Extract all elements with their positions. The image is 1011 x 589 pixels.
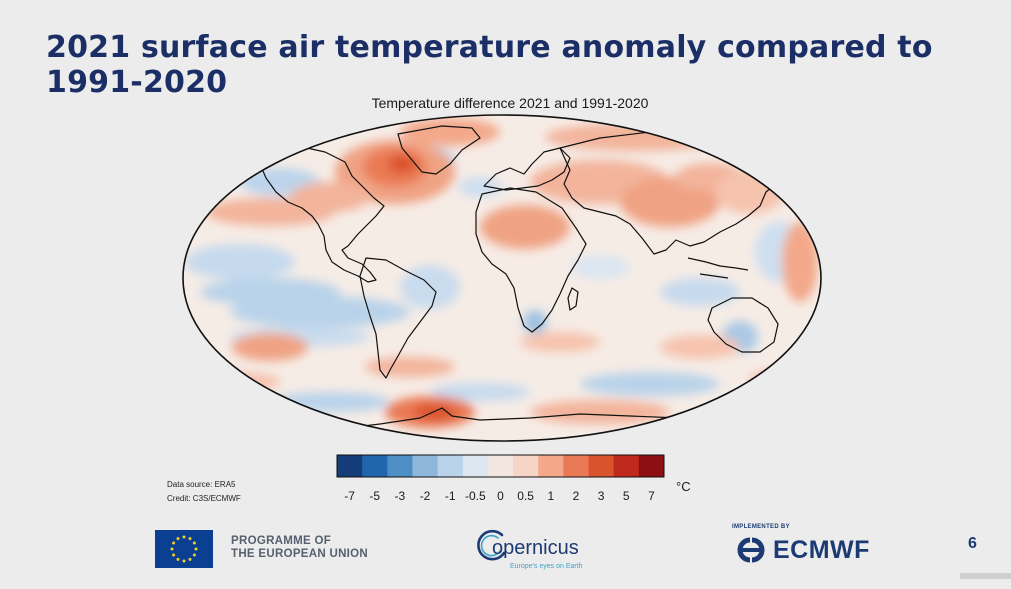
page-number: 6 [968,535,977,552]
eu-star [188,557,192,561]
colorbar-swatch [588,455,615,477]
eu-star [188,537,192,541]
eu-star [176,557,180,561]
eu-star [192,541,196,545]
australia-outline [707,297,779,353]
colorbar-frame [336,454,665,478]
slide-progress-bar [960,573,1011,579]
north-america-outline [259,145,385,283]
eu-star [176,537,180,541]
africa-outline [475,187,587,333]
colorbar-swatch [387,455,413,477]
colorbar-tick-label: 3 [598,489,605,503]
data-source: Data source: ERA5 [167,480,236,489]
eu-star [192,553,196,557]
copernicus-ring-icon [477,529,506,561]
madagascar-outline [567,287,579,311]
colorbar-ticks: -7 -5 -3 -2 -1 -0.5 0 0.5 1 2 3 5 7 [344,489,655,503]
colorbar-swatch [487,455,514,477]
colorbar-swatch [462,455,489,477]
map-title: Temperature difference 2021 and 1991-202… [371,95,649,111]
europe-outline [483,147,571,191]
colorbar-swatch [638,455,665,477]
footer: PROGRAMME OF THE EUROPEAN UNION opernicu… [0,515,1011,589]
colorbar-tick-label: -2 [420,489,431,503]
south-america-outline [359,257,437,379]
ecmwf-mark-icon [737,537,765,563]
copernicus-tagline: Europe's eyes on Earth [510,563,583,570]
eu-star [182,535,186,539]
eu-star [194,547,198,551]
colorbar-tick-label: -5 [369,489,380,503]
temperature-anomaly-map [182,114,822,442]
eu-programme-text: PROGRAMME OF THE EUROPEAN UNION [231,535,368,561]
colorbar-swatch [337,455,363,477]
implemented-by-label: IMPLEMENTED BY [732,524,790,530]
colorbar-tick-label: 1 [547,489,554,503]
colorbar-legend: -7 -5 -3 -2 -1 -0.5 0 0.5 1 2 3 5 7 [336,454,665,503]
slide-title: 2021 surface air temperature anomaly com… [46,30,933,100]
greenland-outline [397,125,481,175]
ecmwf-logo: ECMWF [732,535,892,565]
colorbar-tick-label: 7 [648,489,655,503]
colorbar-tick-label: 0 [497,489,504,503]
eu-star [182,559,186,563]
colorbar-swatch [513,455,539,477]
colorbar-swatch [563,455,590,477]
colorbar-tick-label: -3 [395,489,406,503]
indonesia-outline [687,257,749,279]
colorbar-swatch [437,455,464,477]
copernicus-name: opernicus [492,537,579,559]
colorbar-tick-label: 5 [623,489,630,503]
globe-outline [182,114,822,442]
eu-star [172,541,176,545]
colorbar-swatch [538,455,564,477]
colorbar-swatch [362,455,388,477]
eu-line-2: THE EUROPEAN UNION [231,548,369,560]
colorbar-tick-label: -1 [445,489,456,503]
credits: Data source: ERA5 Credit: C3S/ECMWF [167,478,241,506]
colorbar-swatches [337,455,665,477]
anomaly-field [185,118,818,428]
eu-star [170,547,174,551]
ecmwf-name: ECMWF [773,536,870,564]
colorbar-swatch [613,455,640,477]
colorbar-tick-label: -7 [344,489,355,503]
colorbar-tick-label: -0.5 [465,489,486,503]
colorbar-swatch [412,455,439,477]
eu-star [172,553,176,557]
eu-line-1: PROGRAMME OF [231,535,332,547]
legend-unit: °C [676,479,691,494]
new-zealand-outline [791,347,803,367]
colorbar-tick-label: 0.5 [517,489,534,503]
copernicus-logo: opernicus Europe's eyes on Earth [472,525,602,575]
colorbar-tick-label: 2 [573,489,580,503]
credit-line: Credit: C3S/ECMWF [167,494,241,503]
eu-flag-icon [155,530,213,568]
